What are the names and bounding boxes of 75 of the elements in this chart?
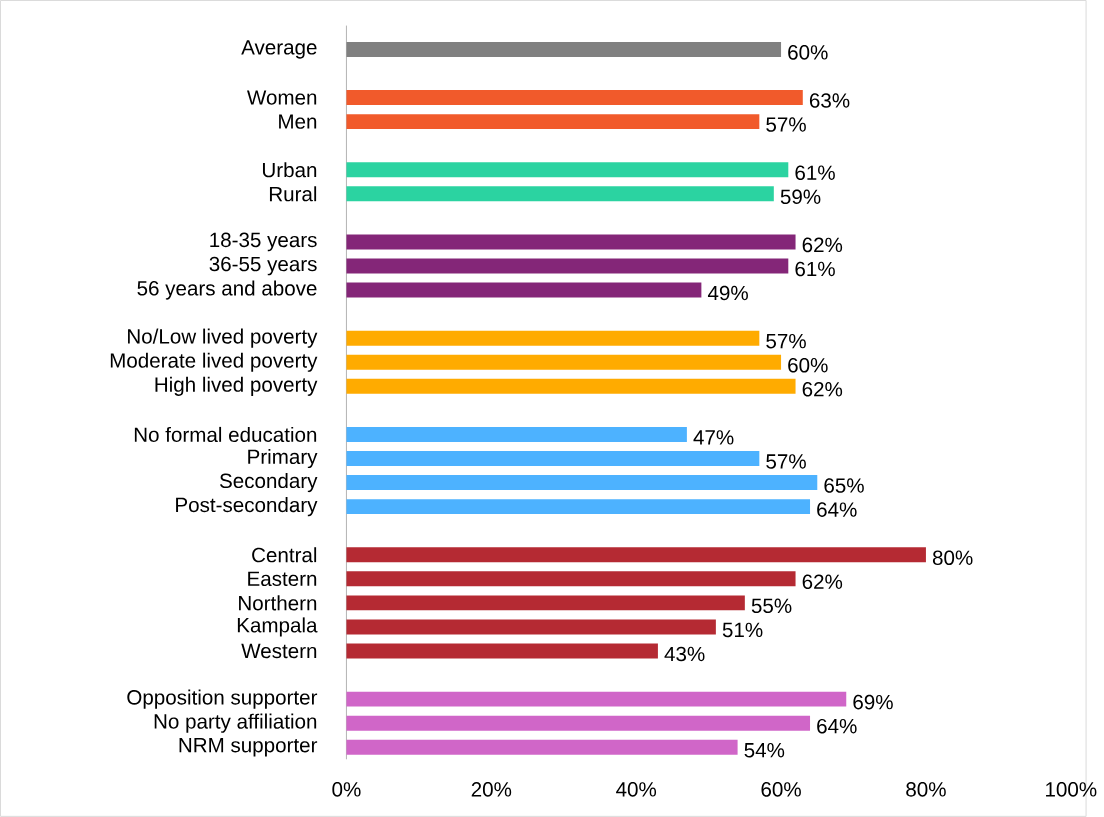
y-tick-label: Primary [248, 448, 318, 469]
bar [346, 234, 796, 250]
data-label: 62% [802, 237, 843, 253]
bar [346, 258, 789, 274]
bar [346, 114, 760, 130]
y-tick-label: No/Low lived poverty [128, 328, 318, 348]
y-tick-label: No formal education [134, 426, 317, 443]
bar [346, 90, 803, 106]
data-label: 80% [932, 550, 973, 566]
y-tick-label: Northern [239, 595, 317, 611]
data-label: 60% [788, 357, 828, 373]
bar [346, 330, 760, 346]
y-tick-label: Rural [269, 186, 317, 202]
bar [346, 691, 847, 707]
y-tick-label: Opposition supporter [127, 689, 318, 709]
data-label: 43% [664, 646, 705, 662]
x-tick-label: 20% [471, 782, 512, 797]
data-label: 54% [744, 743, 785, 758]
data-label: 51% [722, 622, 763, 638]
bar [346, 619, 716, 635]
data-label: 57% [766, 117, 806, 132]
y-tick-label: 36-55 years [209, 256, 317, 276]
x-tick-label: 0% [332, 782, 361, 797]
data-label: 62% [802, 574, 843, 590]
data-label: 62% [802, 382, 843, 397]
y-tick-label: Men [279, 114, 317, 129]
bar [346, 42, 782, 57]
bar [346, 451, 760, 467]
data-label: 57% [766, 454, 806, 469]
data-label: 49% [707, 285, 748, 301]
y-tick-label: Eastern [248, 571, 317, 587]
bar [346, 739, 738, 755]
bar [346, 499, 811, 515]
y-tick-label: Moderate lived poverty [110, 352, 318, 372]
data-label: 47% [693, 430, 734, 445]
data-label: 57% [766, 333, 806, 349]
bar [346, 282, 702, 298]
data-label: 69% [853, 694, 893, 710]
data-label: 55% [751, 598, 792, 614]
data-label: 60% [788, 45, 828, 60]
bar [346, 427, 687, 442]
bar [346, 354, 782, 370]
y-tick-label: Secondary [219, 473, 318, 493]
data-label: 65% [824, 478, 864, 493]
x-tick-label: 60% [761, 782, 801, 797]
y-tick-label: Central [252, 547, 317, 563]
data-label: 64% [817, 502, 857, 517]
bar [346, 595, 745, 611]
bar [346, 571, 796, 587]
y-tick-label: 56 years and above [137, 280, 317, 300]
bar [346, 378, 796, 394]
y-tick-label: Women [247, 90, 317, 105]
y-tick-label: Average [241, 40, 317, 59]
y-tick-label: Western [241, 643, 317, 659]
bar [346, 162, 789, 178]
x-tick-label: 100% [1046, 782, 1097, 797]
y-tick-label: Post-secondary [176, 497, 318, 517]
bar [346, 475, 818, 491]
data-label: 63% [809, 93, 850, 108]
y-tick-label: 18-35 years [210, 232, 317, 252]
y-tick-label: Urban [262, 162, 317, 178]
data-label: 59% [780, 189, 821, 205]
data-label: 64% [817, 718, 857, 734]
bar [346, 186, 774, 202]
data-label: 61% [795, 261, 835, 277]
bar [346, 547, 926, 563]
y-tick-label: NRM supporter [179, 738, 318, 757]
x-tick-label: 40% [616, 782, 657, 797]
bar [346, 715, 811, 731]
y-tick-label: No party affiliation [154, 713, 317, 733]
bar [346, 643, 658, 659]
y-tick-label: High lived poverty [155, 376, 318, 396]
data-label: 61% [795, 165, 835, 181]
y-tick-label: Kampala [237, 617, 318, 637]
x-tick-label: 80% [906, 782, 946, 797]
